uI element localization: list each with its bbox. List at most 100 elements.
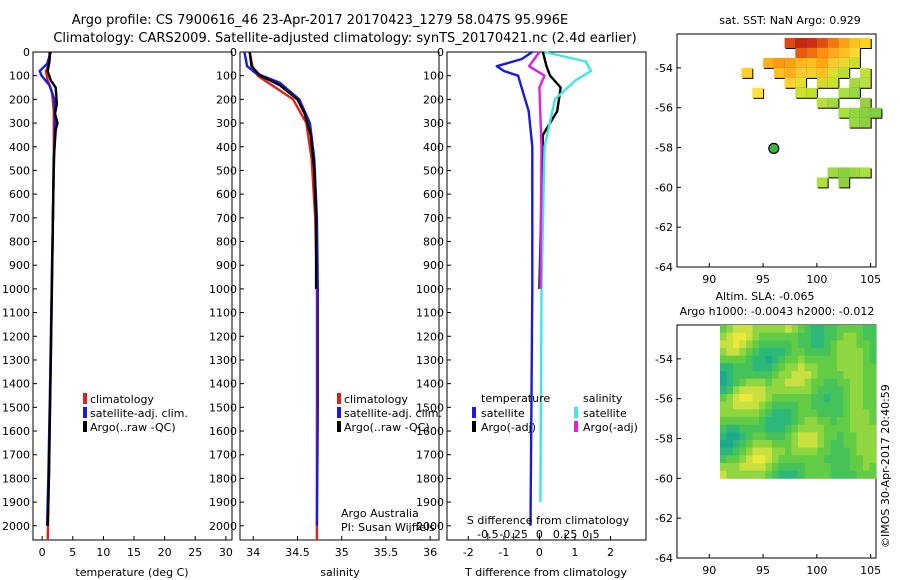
sla-cell — [726, 463, 734, 472]
sla-cell — [720, 417, 727, 426]
sla-cell — [850, 424, 857, 433]
sla-cell — [804, 417, 812, 426]
sla-cell — [739, 417, 747, 426]
sla-cell — [863, 470, 870, 479]
sla-cell — [785, 424, 792, 433]
sla-cell — [720, 363, 727, 372]
sla-cell — [759, 440, 766, 449]
map-x-tick-label: 105 — [860, 273, 881, 286]
sla-cell — [804, 470, 812, 479]
sst-cell — [849, 107, 860, 118]
sst-cell — [838, 57, 850, 68]
sla-cell — [746, 332, 753, 341]
sla-cell — [798, 447, 805, 456]
sla-cell — [843, 424, 851, 433]
sla-cell — [817, 455, 825, 464]
sla-cell — [804, 424, 812, 433]
sla-cell — [863, 332, 870, 341]
sla-cell — [843, 409, 851, 418]
legend-swatch-climatology — [83, 393, 87, 404]
depth-tick-label: 400 — [423, 141, 444, 154]
sla-cell — [785, 394, 792, 403]
sla-cell — [765, 378, 773, 387]
sla-cell — [863, 424, 870, 433]
sla-cell — [856, 386, 864, 395]
sla-cell — [746, 340, 753, 349]
sla-cell — [759, 409, 766, 418]
sla-cell — [798, 424, 805, 433]
sla-cell — [746, 455, 753, 464]
sla-cell — [843, 386, 851, 395]
sla-cell — [798, 348, 805, 357]
salinity-x-axis: 34 34.5 35 35.5 36 — [246, 536, 437, 559]
sla-cell — [798, 401, 805, 410]
sla-cell — [850, 378, 857, 387]
depth-tick-label: 1500 — [416, 401, 444, 414]
depth-tick-label: 1100 — [209, 307, 237, 320]
sla-cell — [720, 409, 727, 418]
sla-cell — [778, 432, 786, 441]
depth-tick-label: 0 — [23, 46, 30, 59]
legend-label-climatology: climatology — [90, 393, 154, 406]
salinity-legend: climatology satellite-adj. clim. Argo(..… — [337, 393, 442, 434]
sla-cell — [791, 401, 799, 410]
depth-axis: 0100200300400500600700800900100011001200… — [2, 46, 451, 533]
sla-cell — [765, 348, 773, 357]
sla-cell — [837, 386, 844, 395]
sla-cell — [804, 432, 812, 441]
legend-heading-temperature: temperature — [481, 392, 550, 405]
sla-cell — [726, 348, 734, 357]
temperature-panel-frame — [32, 51, 233, 541]
sla-cell — [739, 332, 747, 341]
sla-cell — [765, 325, 773, 334]
legend-swatch-t-satellite — [472, 407, 476, 418]
sla-cell — [726, 394, 734, 403]
depth-tick-label: 500 — [9, 164, 30, 177]
sla-cell — [778, 470, 786, 479]
map-x-tick-label: 100 — [806, 273, 827, 286]
sla-cell — [830, 363, 838, 372]
sla-cell — [791, 432, 799, 441]
sla-cell — [843, 440, 851, 449]
sla-cell — [739, 463, 747, 472]
difference-line-salinity-argo-adj — [527, 51, 546, 289]
sla-cell — [739, 470, 747, 479]
sla-cell — [863, 340, 870, 349]
sla-cell — [830, 371, 838, 380]
map-y-tick-label: -54 — [655, 353, 673, 366]
sla-cell — [830, 424, 838, 433]
sla-cell — [791, 440, 799, 449]
sla-cell — [765, 470, 773, 479]
sla-cell — [824, 424, 831, 433]
sla-cell — [798, 394, 805, 403]
sst-cell — [816, 77, 828, 88]
sla-cell — [733, 348, 740, 357]
sla-cell — [817, 440, 825, 449]
sla-cell — [726, 424, 734, 433]
sla-cell — [804, 348, 812, 357]
salinity-panel-frame — [239, 51, 440, 541]
sla-cell — [811, 378, 818, 387]
sla-cell — [739, 424, 747, 433]
sla-cell — [720, 447, 727, 456]
sla-cell — [830, 355, 838, 364]
sla-cell — [869, 463, 877, 472]
sla-cell — [726, 363, 734, 372]
sst-map-title: sat. SST: NaN Argo: 0.929 — [719, 14, 860, 27]
profile-line-argo-raw-qc — [46, 51, 59, 526]
sla-cell — [811, 440, 818, 449]
sla-cell — [746, 417, 753, 426]
sla-cell — [720, 325, 727, 334]
difference-line-temperature-satellite — [495, 51, 534, 526]
x-tick-label: 10 — [96, 546, 110, 559]
sla-cell — [869, 447, 877, 456]
sla-cell — [811, 463, 818, 472]
sla-cell — [837, 463, 844, 472]
legend-swatch-argo — [337, 421, 341, 432]
sla-cell — [759, 332, 766, 341]
x-tick-label: 0 — [39, 546, 46, 559]
sla-cell — [863, 417, 870, 426]
sla-cell — [733, 470, 740, 479]
legend-label-argo: Argo(..raw -QC) — [344, 421, 430, 434]
depth-tick-label: 900 — [216, 259, 237, 272]
